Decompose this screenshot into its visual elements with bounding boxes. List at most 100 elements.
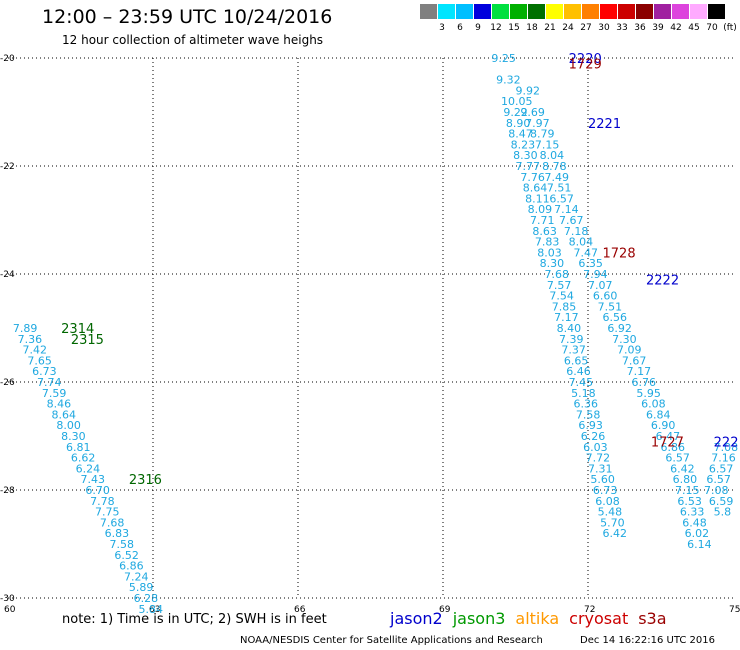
wave-height-point: 6.28 bbox=[134, 592, 159, 605]
wave-height-point: 7.54 bbox=[549, 290, 574, 303]
time-label: 2315 bbox=[71, 333, 104, 348]
legend-label: 18 bbox=[526, 23, 538, 33]
satellite-name: jason3 bbox=[452, 609, 506, 628]
time-label: 1728 bbox=[603, 246, 636, 261]
satellite-name: cryosat bbox=[569, 609, 629, 628]
wave-height-point: 7.47 bbox=[574, 246, 599, 259]
wave-height-point: 6.59 bbox=[709, 495, 734, 508]
legend-swatch bbox=[510, 4, 527, 19]
wave-height-point: 5.8 bbox=[714, 506, 732, 519]
wave-height-point: 9.69 bbox=[520, 106, 545, 119]
wave-height-point: 6.24 bbox=[76, 462, 101, 475]
wave-height-point: 7.14 bbox=[554, 203, 579, 216]
grid bbox=[8, 57, 733, 599]
wave-height-point: 7.43 bbox=[81, 473, 106, 486]
wave-height-point: 8.47 bbox=[508, 128, 533, 141]
wave-height-point: 7.51 bbox=[598, 300, 623, 313]
date-stamp: Dec 14 16:22:16 UTC 2016 bbox=[580, 635, 715, 646]
y-tick-label: -22 bbox=[0, 162, 15, 172]
wave-height-point: 8.40 bbox=[557, 322, 582, 335]
wave-height-point: 7.68 bbox=[100, 516, 125, 529]
wave-height-point: 7.72 bbox=[586, 452, 611, 465]
legend-swatch bbox=[438, 4, 455, 19]
wave-height-point: 8.79 bbox=[530, 128, 555, 141]
wave-height-point: 5.89 bbox=[129, 581, 154, 594]
wave-height-point: 7.18 bbox=[564, 225, 589, 238]
legend-swatch bbox=[618, 4, 635, 19]
time-label: 222 bbox=[714, 435, 739, 450]
wave-height-point: 6.33 bbox=[680, 506, 705, 519]
wave-height-point: 6.80 bbox=[673, 473, 698, 486]
wave-height-point: 6.26 bbox=[581, 430, 606, 443]
wave-height-point: 7.39 bbox=[559, 333, 584, 346]
legend-label: 21 bbox=[544, 23, 556, 33]
legend-swatch bbox=[600, 4, 617, 19]
wave-height-point: 7.75 bbox=[95, 506, 120, 519]
wave-height-point: 7.30 bbox=[612, 333, 637, 346]
wave-height-point: 6.36 bbox=[574, 398, 599, 411]
wave-height-point: 7.67 bbox=[622, 354, 647, 367]
wave-height-point: 10.05 bbox=[501, 95, 533, 108]
data-points: 7.897.367.427.656.737.747.598.468.648.00… bbox=[13, 52, 738, 616]
wave-height-point: 6.57 bbox=[709, 462, 734, 475]
wave-height-point: 6.02 bbox=[685, 527, 710, 540]
wave-height-point: 6.76 bbox=[632, 376, 657, 389]
wave-height-point: 8.90 bbox=[506, 117, 531, 130]
wave-height-point: 7.16 bbox=[711, 452, 736, 465]
wave-height-point: 6.90 bbox=[651, 419, 676, 432]
wave-height-point: 8.04 bbox=[540, 149, 565, 162]
wave-height-point: 6.62 bbox=[71, 452, 96, 465]
time-label: 2316 bbox=[129, 473, 162, 488]
wave-height-point: 8.03 bbox=[537, 246, 562, 259]
wave-height-point: 7.76 bbox=[520, 171, 545, 184]
wave-height-point: 8.09 bbox=[528, 203, 553, 216]
legend-label: 70 bbox=[706, 23, 718, 33]
legend-unit: (ft) bbox=[723, 23, 737, 33]
credit-line: NOAA/NESDIS Center for Satellite Applica… bbox=[240, 635, 543, 646]
legend-swatch bbox=[420, 4, 437, 19]
wave-height-point: 7.58 bbox=[576, 408, 601, 421]
legend-swatch bbox=[654, 4, 671, 19]
time-label: 2221 bbox=[588, 117, 621, 132]
wave-height-point: 6.52 bbox=[114, 549, 139, 562]
wave-height-point: 7.65 bbox=[27, 354, 52, 367]
wave-height-point: 7.78 bbox=[90, 495, 115, 508]
wave-height-point: 6.48 bbox=[682, 516, 707, 529]
legend-label: 27 bbox=[580, 23, 592, 33]
x-tick-label: 63 bbox=[149, 605, 160, 615]
wave-height-point: 8.30 bbox=[540, 257, 565, 270]
legend-label: 36 bbox=[634, 23, 646, 33]
legend-label: 6 bbox=[457, 23, 463, 33]
wave-height-point: 7.97 bbox=[525, 117, 550, 130]
wave-height-point: 6.93 bbox=[578, 419, 603, 432]
legend-swatch bbox=[582, 4, 599, 19]
wave-height-point: 8.78 bbox=[542, 160, 567, 173]
wave-height-point: 6.46 bbox=[566, 365, 591, 378]
wave-height-point: 7.08 bbox=[714, 441, 739, 454]
wave-height-point: 6.86 bbox=[119, 560, 143, 573]
wave-height-point: 7.85 bbox=[552, 300, 577, 313]
wave-height-point: 6.57 bbox=[549, 192, 574, 205]
legend-label: 12 bbox=[490, 23, 502, 33]
wave-height-point: 6.84 bbox=[646, 408, 671, 421]
time-label: 2222 bbox=[646, 273, 679, 288]
legend-swatch bbox=[690, 4, 707, 19]
satellite-legend: jason2 jason3 altika cryosat s3a bbox=[390, 609, 677, 628]
wave-height-point: 8.00 bbox=[56, 419, 80, 432]
wave-height-point: 9.92 bbox=[516, 84, 541, 97]
axes: 60 63 66 69 72 75 -20 -22 -24 -26 -28 -30 bbox=[0, 54, 740, 615]
wave-height-point: 7.36 bbox=[18, 333, 42, 346]
wave-height-point: 8.23 bbox=[511, 138, 535, 151]
legend-label: 33 bbox=[616, 23, 628, 33]
y-tick-label: -20 bbox=[0, 54, 15, 64]
wave-height-point: 6.14 bbox=[687, 538, 712, 551]
legend-swatch bbox=[708, 4, 725, 19]
wave-height-point: 7.89 bbox=[13, 322, 38, 335]
wave-height-point: 6.53 bbox=[677, 495, 702, 508]
wave-height-point: 7.31 bbox=[588, 462, 613, 475]
legend-swatch bbox=[474, 4, 491, 19]
wave-height-point: 6.08 bbox=[641, 398, 666, 411]
wave-height-point: 7.45 bbox=[569, 376, 594, 389]
